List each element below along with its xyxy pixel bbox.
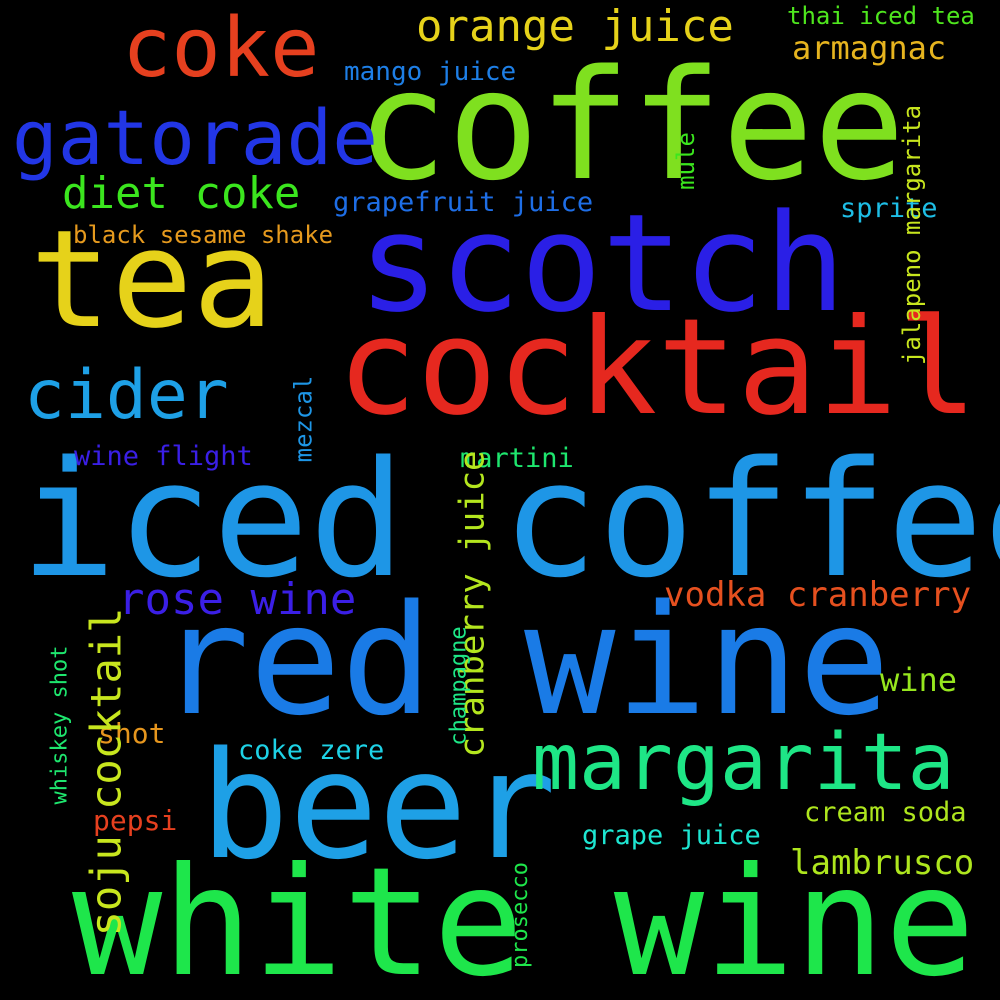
word-prosecco: prosecco	[507, 862, 533, 968]
word-whiskey-shot: whiskey shot	[47, 645, 73, 805]
word-tea: tea	[30, 201, 274, 358]
word-gatorade: gatorade	[12, 93, 379, 182]
word-thai-iced-tea: thai iced tea	[787, 2, 975, 30]
word-diet-coke: diet coke	[62, 168, 301, 219]
word-iced-coffee: iced coffee	[20, 426, 1000, 613]
word-coke-zere: coke zere	[238, 735, 385, 766]
word-rose-wine: rose wine	[118, 574, 357, 625]
word-mezcal: mezcal	[289, 375, 318, 463]
word-orange-juice: orange juice	[416, 1, 734, 52]
word-grapefruit-juice: grapefruit juice	[333, 187, 594, 218]
word-wine: wine	[880, 661, 958, 699]
word-beer: beer	[200, 720, 557, 892]
word-soju-cocktail: soju cocktail	[81, 607, 131, 937]
word-mule: mule	[671, 132, 700, 190]
word-wine-flight: wine flight	[74, 441, 253, 472]
word-lambrusco: lambrusco	[790, 843, 975, 883]
word-shot: shot	[98, 717, 166, 750]
word-pepsi: pepsi	[93, 804, 178, 837]
word-scotch: scotch	[358, 185, 846, 342]
word-black-sesame-shake: black sesame shake	[73, 221, 334, 249]
word-red-wine: red wine	[158, 572, 891, 749]
word-coke: coke	[122, 1, 320, 96]
word-coffee: coffee	[356, 37, 906, 214]
word-sprite: sprite	[840, 193, 938, 224]
word-white-wine: white wine	[72, 836, 976, 1000]
word-margarita: margarita	[532, 718, 955, 808]
word-armagnac: armagnac	[792, 29, 947, 67]
word-grape-juice: grape juice	[582, 820, 761, 851]
word-jalapeno-margarita: jalapeno margarita	[898, 104, 927, 366]
word-vodka-cranberry: vodka cranberry	[664, 575, 972, 615]
word-cocktail: cocktail	[337, 291, 978, 445]
word-cider: cider	[24, 356, 229, 435]
word-champagne: champagne	[446, 626, 472, 746]
word-martini: martini	[460, 443, 574, 474]
word-cream-soda: cream soda	[804, 797, 967, 828]
word-mango-juice: mango juice	[344, 57, 517, 87]
